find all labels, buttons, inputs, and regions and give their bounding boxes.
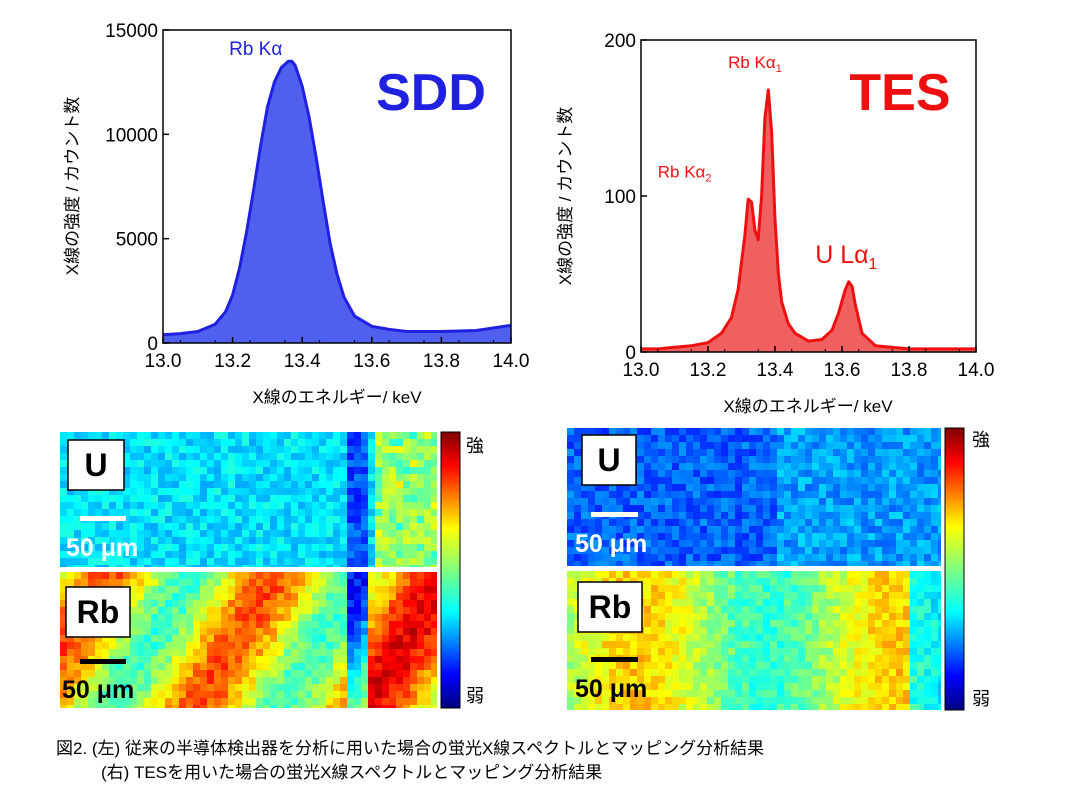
tes-x-tick-label: 13.2 <box>690 360 727 381</box>
u-scale-label-right: 50 μm <box>575 530 647 558</box>
rb-scale-label-right: 50 μm <box>575 675 647 703</box>
right-colorbar <box>944 427 965 711</box>
tes-x-tick-label: 13.6 <box>824 360 861 381</box>
sdd-x-tick-label: 13.4 <box>284 351 321 372</box>
rb-scale-bar <box>80 659 126 664</box>
sdd-y-tick-label: 10000 <box>105 125 158 146</box>
peak-label: Rb Kα1 <box>728 53 782 75</box>
left-colorbar-low-label: 弱 <box>466 686 484 706</box>
peak-label: Rb Kα <box>229 39 282 60</box>
caption-line-1: 図2. (左) 従来の半導体検出器を分析に用いた場合の蛍光X線スペクトルとマッピ… <box>56 739 765 758</box>
tes-x-tick-label: 13.8 <box>891 360 928 381</box>
tes-y-axis-label: X線の強度 / カウント数 <box>556 107 575 286</box>
sdd-plot-frame <box>162 29 512 344</box>
left-colorbar-high-label: 強 <box>466 436 484 456</box>
sdd-spectrum-chart: 13.0 13.2 13.4 13.6 13.8 14.0050001000015000 … <box>63 21 529 407</box>
sdd-spectrum-line <box>162 59 512 337</box>
sdd-x-tick-label: 14.0 <box>493 351 530 372</box>
sdd-y-tick-label: 5000 <box>116 230 158 251</box>
sdd-x-tick-label: 13.6 <box>353 351 390 372</box>
rb-scale-bar-right <box>591 657 638 662</box>
u-scale-bar-right <box>591 512 638 517</box>
caption-line-2: (右) TESを用いた場合の蛍光X線スペクトルとマッピング分析結果 <box>101 763 603 782</box>
peak-label: Rb Kα2 <box>658 162 712 184</box>
sdd-spectrum-area <box>163 61 511 344</box>
sdd-y-tick-label: 15000 <box>105 21 158 42</box>
right-colorbar-high-label: 強 <box>972 430 990 450</box>
peak-label: U Lα1 <box>815 241 877 273</box>
tes-y-tick-label: 200 <box>604 31 636 52</box>
sdd-x-tick-label: 13.0 <box>145 351 182 372</box>
right-colorbar-low-label: 弱 <box>972 689 990 709</box>
rb-element-label-box-right <box>577 581 643 633</box>
u-element-label-box-right <box>581 434 637 486</box>
tes-x-tick-label: 13.0 <box>623 360 660 381</box>
sdd-detector-label: SDD <box>376 64 486 122</box>
tes-y-tick-label: 100 <box>604 187 636 208</box>
tes-spectrum-chart: 13.0 13.2 13.4 13.6 13.8 14.0 0 100 200 X線のエネルギー… <box>556 31 994 416</box>
left-mapping-panel: U 50 μm Rb 50 μm 強 弱 <box>60 431 484 709</box>
u-scale-bar <box>80 516 126 521</box>
rb-element-label-right: Rb <box>589 589 632 625</box>
u-scale-label: 50 μm <box>66 534 138 562</box>
sdd-x-tick-label: 13.8 <box>423 351 460 372</box>
tes-y-tick-label: 0 <box>625 343 636 364</box>
u-element-label-right: U <box>597 442 620 478</box>
right-mapping-panel: U 50 μm Rb 50 μm 強 弱 <box>567 427 990 711</box>
tes-spectrum-line <box>641 88 976 351</box>
rb-element-label: Rb <box>77 594 120 630</box>
tes-spectrum-area <box>641 89 976 353</box>
sdd-y-axis-label: X線の強度 / カウント数 <box>63 97 82 276</box>
tes-x-tick-label: 13.4 <box>757 360 794 381</box>
tes-detector-label: TES <box>849 64 950 122</box>
left-colorbar <box>440 431 461 709</box>
sdd-x-axis-label: X線のエネルギー/ keV <box>252 388 422 407</box>
sdd-y-tick-label: 0 <box>147 334 158 355</box>
sdd-x-tick-label: 13.2 <box>214 351 251 372</box>
u-element-label-box <box>67 439 125 491</box>
rb-scale-label: 50 μm <box>62 676 134 704</box>
tes-x-tick-label: 14.0 <box>958 360 995 381</box>
tes-x-axis-label: X線のエネルギー/ keV <box>723 397 893 416</box>
rb-element-label-box <box>65 586 131 638</box>
u-element-label: U <box>84 447 107 483</box>
